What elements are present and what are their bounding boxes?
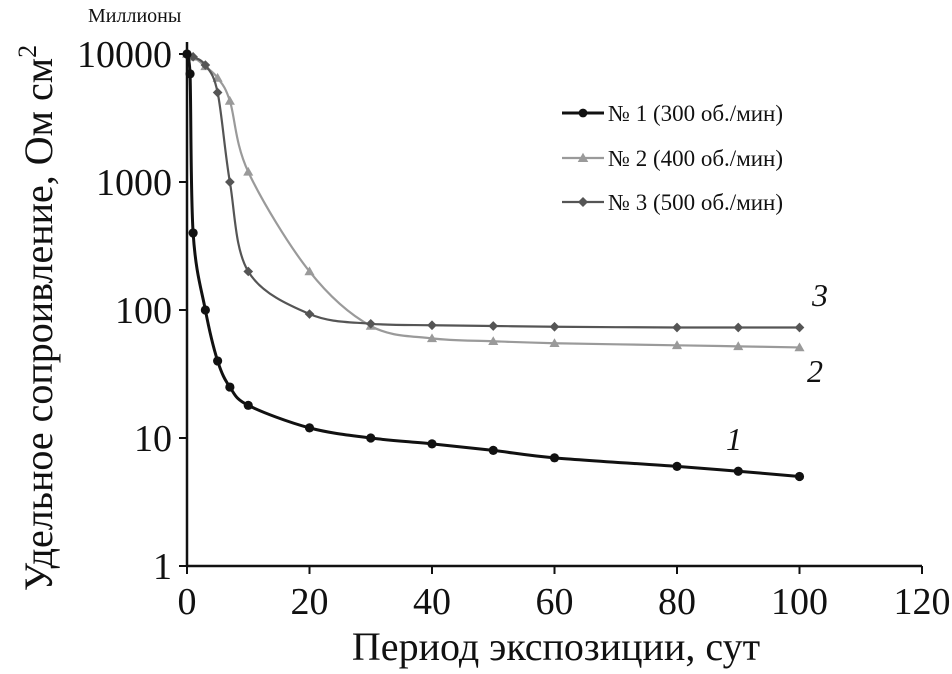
data-point bbox=[304, 423, 315, 433]
data-point bbox=[733, 341, 744, 351]
y-tick-label: 1000 bbox=[96, 162, 172, 204]
curve-label-3: 3 bbox=[811, 277, 828, 313]
y-tick-group: 1 10 100 1000 10000 bbox=[77, 34, 187, 588]
data-point bbox=[185, 69, 195, 79]
series-1 bbox=[182, 49, 805, 482]
x-tick-label: 40 bbox=[413, 581, 451, 623]
data-point bbox=[213, 356, 223, 366]
data-point bbox=[577, 196, 589, 208]
data-point bbox=[365, 318, 376, 329]
x-tick-label: 80 bbox=[658, 581, 696, 623]
data-point bbox=[549, 453, 560, 463]
data-point bbox=[794, 322, 805, 333]
data-point bbox=[188, 228, 198, 238]
data-point bbox=[304, 266, 315, 276]
x-tick-label: 0 bbox=[178, 581, 197, 623]
data-point bbox=[549, 321, 560, 332]
y-unit-note: Миллионы bbox=[88, 5, 181, 27]
data-point bbox=[200, 60, 211, 70]
data-point bbox=[549, 338, 560, 348]
data-point bbox=[578, 108, 588, 118]
data-point bbox=[427, 439, 437, 449]
series-3 bbox=[182, 49, 805, 333]
data-point bbox=[427, 320, 437, 331]
legend-label: № 3 (500 об./мин) bbox=[608, 190, 783, 215]
data-point bbox=[672, 322, 682, 333]
data-point bbox=[733, 466, 743, 476]
series-layer bbox=[181, 48, 805, 482]
x-tick-label: 100 bbox=[771, 581, 828, 623]
data-point bbox=[488, 336, 499, 346]
y-tick-label: 10 bbox=[134, 418, 172, 460]
data-point bbox=[243, 166, 254, 176]
data-point bbox=[671, 340, 683, 350]
y-axis-title-superscript: 2 bbox=[13, 45, 42, 58]
data-point bbox=[200, 305, 210, 315]
data-point bbox=[225, 382, 235, 392]
data-point bbox=[225, 177, 235, 187]
y-axis-title-text: Удельное сопроивление, Ом см bbox=[16, 58, 61, 591]
series-line bbox=[186, 52, 800, 329]
data-point bbox=[672, 461, 682, 471]
x-axis-title: Период экспозиции, сут bbox=[352, 624, 760, 669]
y-tick-label: 1 bbox=[153, 546, 172, 588]
x-tick-label: 20 bbox=[291, 581, 329, 623]
data-point bbox=[212, 87, 223, 98]
data-point bbox=[794, 471, 805, 482]
x-tick-group: 0 20 40 60 80 100 120 bbox=[178, 566, 951, 623]
data-point bbox=[243, 400, 253, 410]
data-point bbox=[366, 433, 376, 443]
data-point bbox=[243, 266, 254, 277]
data-point bbox=[488, 321, 499, 331]
curve-label-1: 1 bbox=[726, 421, 742, 457]
x-tick-label: 120 bbox=[894, 581, 951, 623]
legend-label: № 1 (300 об./мин) bbox=[608, 101, 783, 126]
data-point bbox=[426, 333, 438, 343]
data-point bbox=[224, 95, 235, 105]
data-point bbox=[577, 152, 589, 162]
data-point bbox=[304, 309, 315, 319]
legend: № 1 (300 об./мин) № 2 (400 об./мин) № 3 (5… bbox=[562, 101, 783, 215]
curve-labels: 1 2 3 bbox=[726, 277, 828, 457]
data-point bbox=[182, 49, 192, 59]
data-point bbox=[794, 342, 805, 352]
y-axis-title: Удельное сопроивление, Ом см2 bbox=[13, 45, 61, 591]
y-tick-label: 10000 bbox=[77, 34, 172, 76]
legend-label: № 2 (400 об./мин) bbox=[608, 146, 783, 171]
data-point bbox=[733, 322, 744, 333]
data-point bbox=[188, 52, 198, 62]
data-point bbox=[488, 445, 498, 456]
y-tick-label: 100 bbox=[115, 290, 172, 332]
x-tick-label: 60 bbox=[536, 581, 574, 623]
curve-label-2: 2 bbox=[807, 353, 823, 389]
